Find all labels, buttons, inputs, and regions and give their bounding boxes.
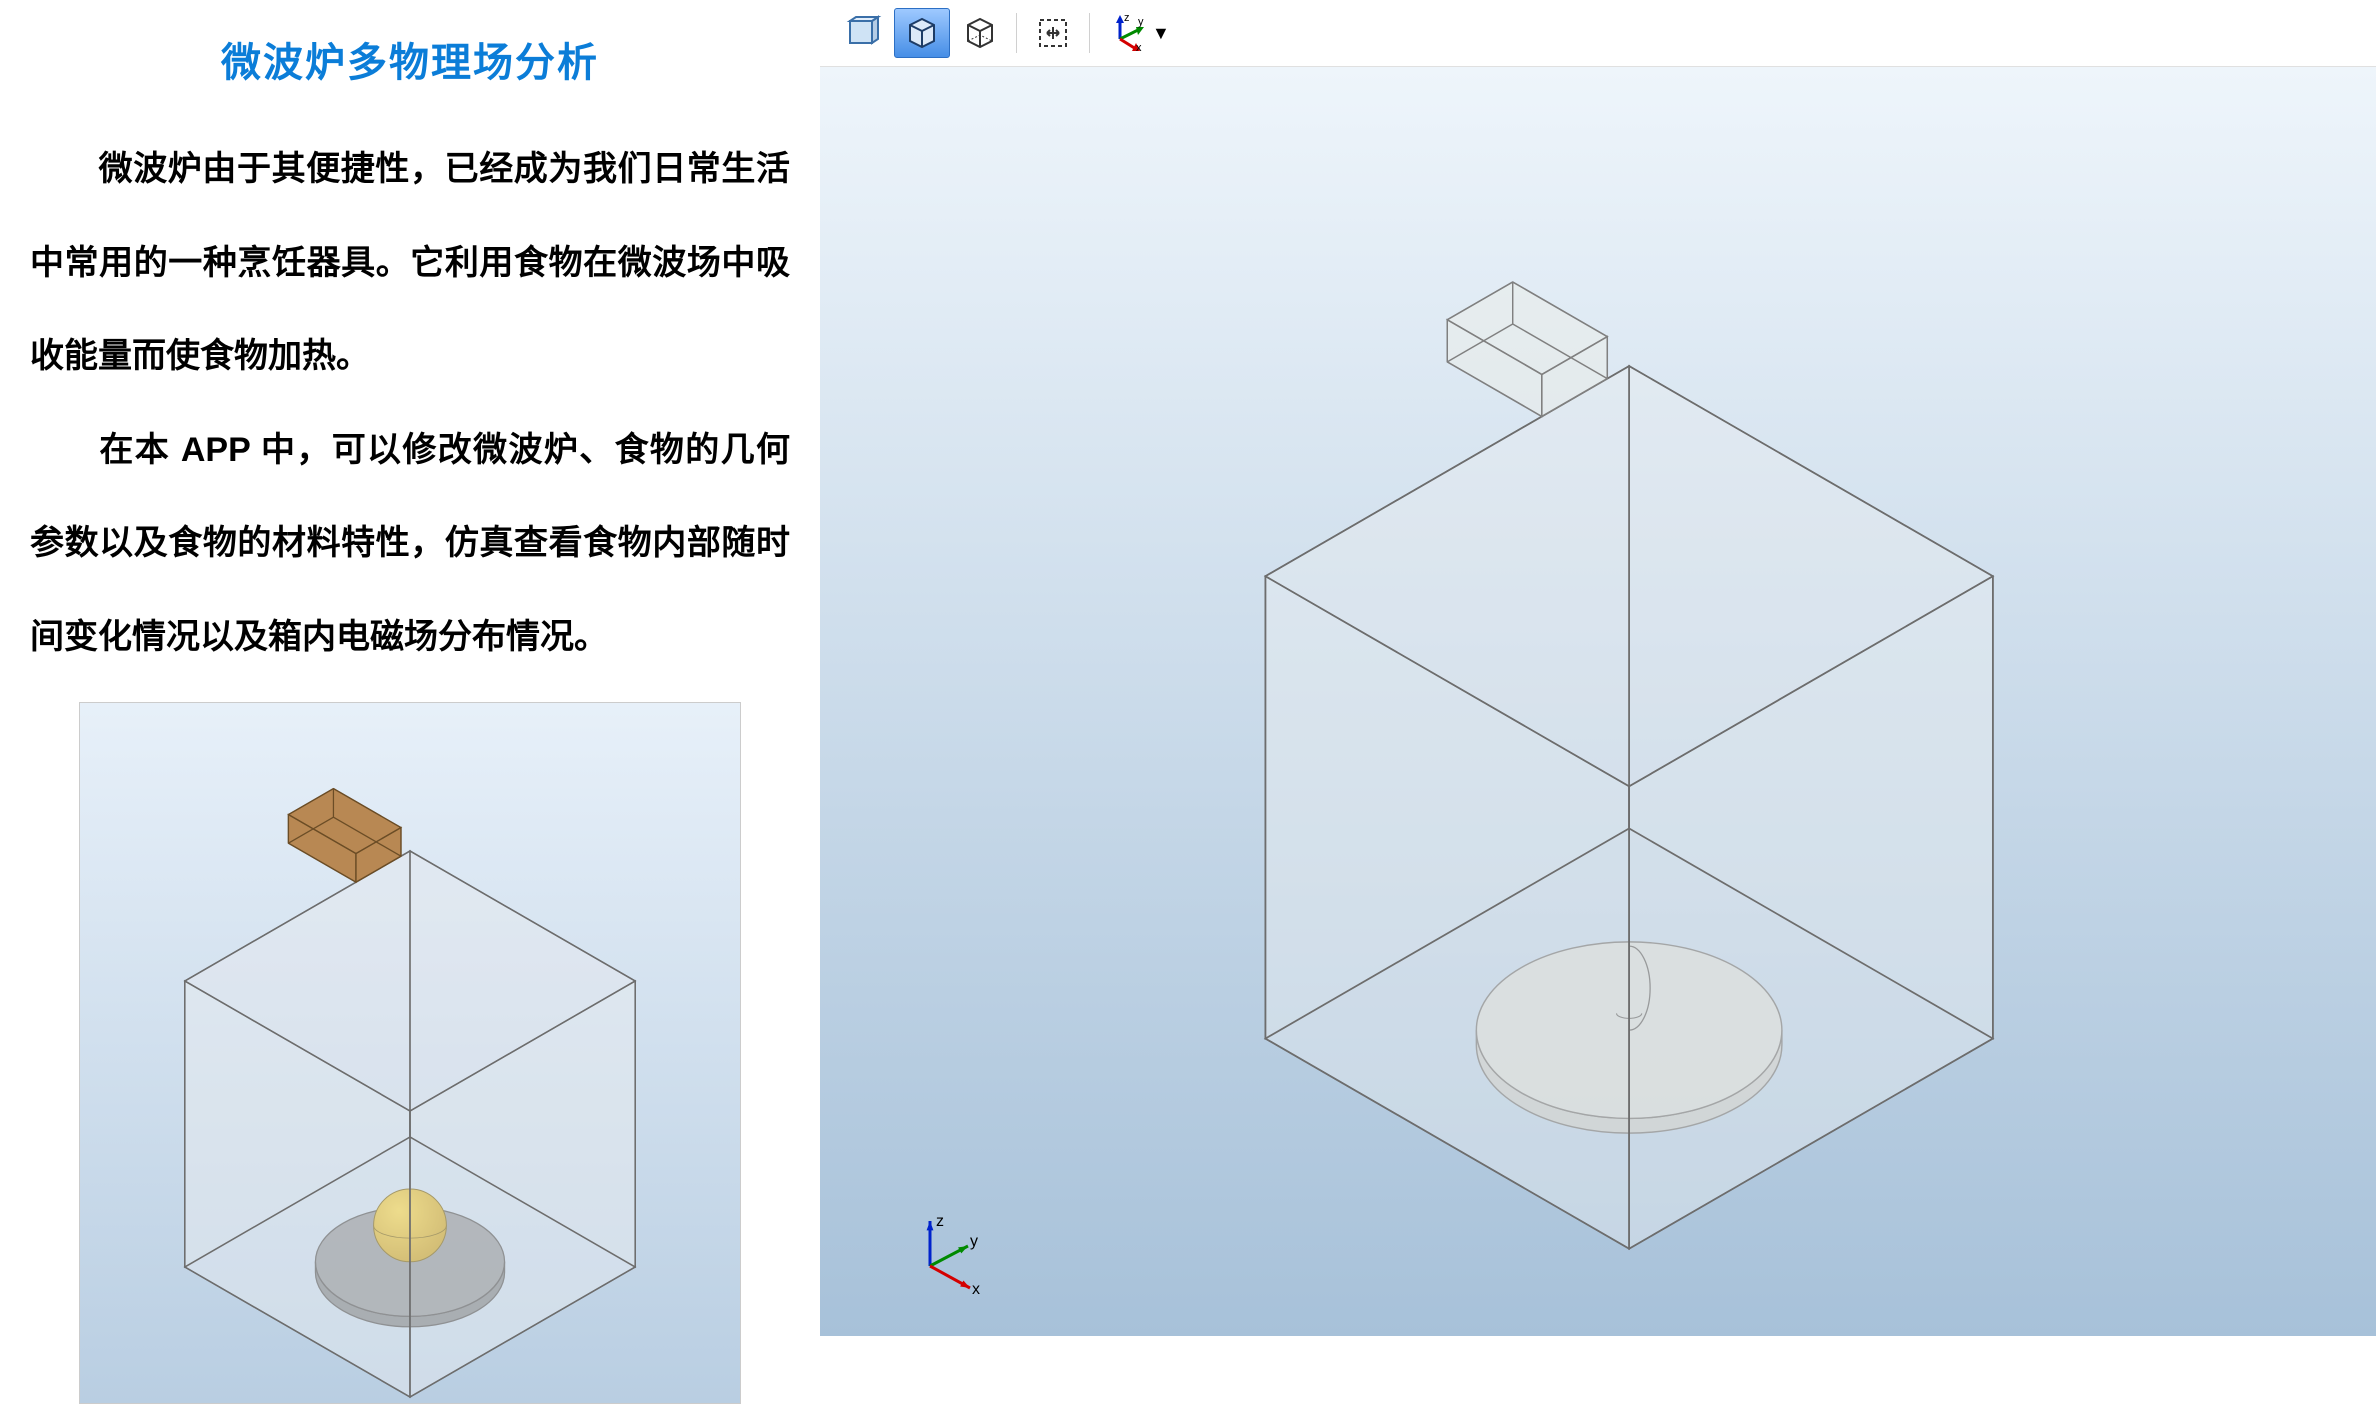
- chevron-down-icon: ▼: [1152, 23, 1170, 44]
- page-title: 微波炉多物理场分析: [30, 30, 790, 88]
- axis-triad: z y x: [900, 1206, 990, 1296]
- axis-orientation-dropdown[interactable]: z y x ▼: [1098, 13, 1178, 53]
- description-text-1: 微波炉由于其便捷性，已经成为我们日常生活中常用的一种烹饪器具。它利用食物在微波场…: [30, 150, 790, 375]
- graphics-viewport[interactable]: z y x: [820, 67, 2376, 1336]
- graphics-panel: z y x ▼ zyx: [820, 0, 2376, 1336]
- svg-text:x: x: [972, 1281, 980, 1296]
- view-front-button[interactable]: [836, 8, 892, 58]
- toolbar-separator: [1089, 13, 1090, 53]
- svg-text:x: x: [1136, 42, 1142, 53]
- thumbnail-container: [30, 702, 790, 1404]
- info-panel: 微波炉多物理场分析 微波炉由于其便捷性，已经成为我们日常生活中常用的一种烹饪器具…: [0, 0, 820, 1336]
- svg-text:z: z: [1124, 13, 1130, 24]
- zoom-extents-button[interactable]: [1025, 8, 1081, 58]
- axis-triad-icon: z y x: [1106, 13, 1146, 53]
- svg-text:y: y: [1138, 16, 1144, 28]
- viewport-scene: [820, 67, 2376, 1336]
- svg-text:y: y: [970, 1233, 978, 1250]
- model-thumbnail: [79, 702, 741, 1404]
- description-paragraph-2: 在本 APP 中，可以修改微波炉、食物的几何参数以及食物的材料特性，仿真查看食物…: [30, 404, 790, 685]
- graphics-toolbar: z y x ▼: [820, 0, 2376, 67]
- toolbar-separator: [1016, 13, 1017, 53]
- description-text-2: 在本 APP 中，可以修改微波炉、食物的几何参数以及食物的材料特性，仿真查看食物…: [30, 431, 790, 656]
- svg-text:z: z: [936, 1213, 944, 1230]
- view-wireframe-button[interactable]: [952, 8, 1008, 58]
- description-paragraph-1: 微波炉由于其便捷性，已经成为我们日常生活中常用的一种烹饪器具。它利用食物在微波场…: [30, 123, 790, 404]
- view-shaded-box-button[interactable]: [894, 8, 950, 58]
- app-root: 微波炉多物理场分析 微波炉由于其便捷性，已经成为我们日常生活中常用的一种烹饪器具…: [0, 0, 2376, 1336]
